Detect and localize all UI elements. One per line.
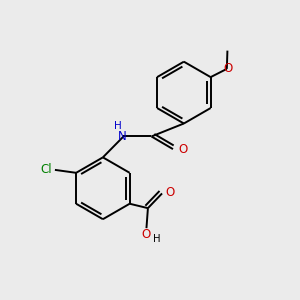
Text: H: H xyxy=(114,121,122,131)
Text: O: O xyxy=(224,62,233,75)
Text: Cl: Cl xyxy=(40,163,52,176)
Text: H: H xyxy=(153,234,160,244)
Text: N: N xyxy=(118,130,126,143)
Text: O: O xyxy=(142,228,151,241)
Text: O: O xyxy=(178,143,188,156)
Text: O: O xyxy=(166,186,175,199)
